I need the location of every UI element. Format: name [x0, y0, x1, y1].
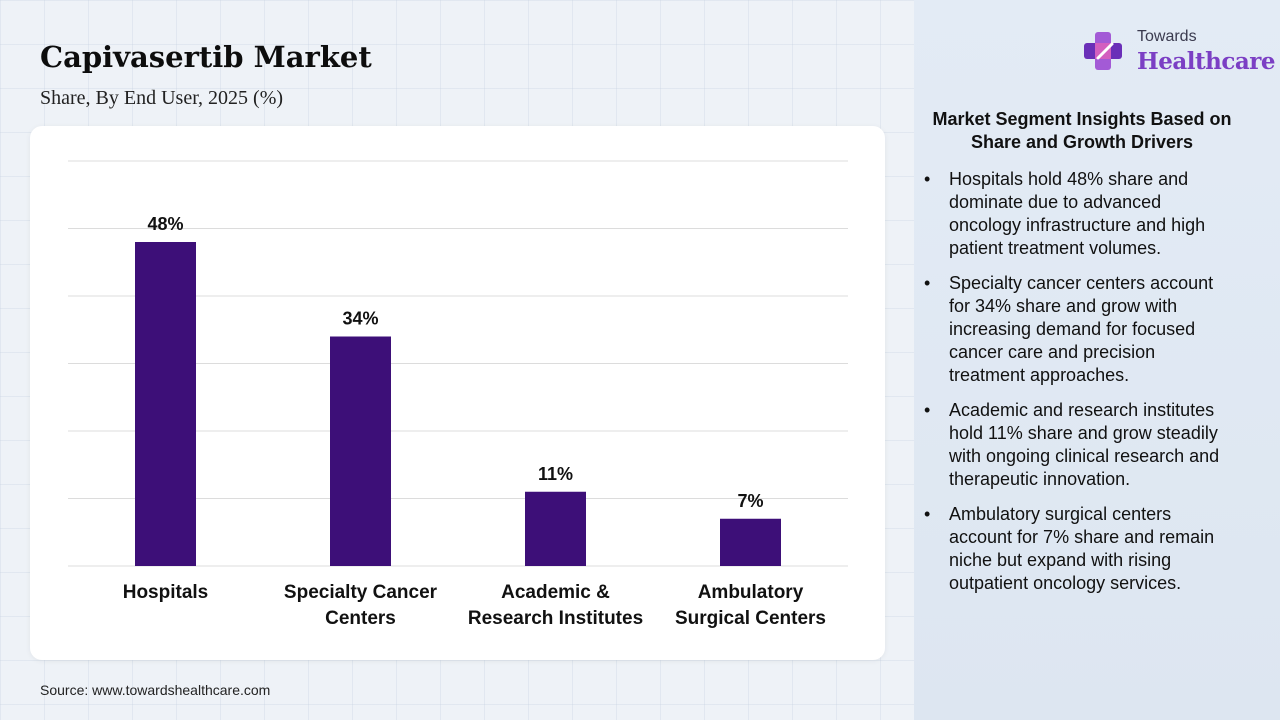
bullet: •	[924, 504, 931, 524]
x-tick-label: Hospitals	[123, 582, 209, 603]
chart-subtitle: Share, By End User, 2025 (%)	[40, 87, 284, 109]
data-label: 7%	[737, 491, 763, 511]
source-note: Source: www.towardshealthcare.com	[40, 682, 271, 698]
medical-cross-icon	[1084, 32, 1122, 70]
brand-logo[interactable]: Towards Healthcare	[1048, 28, 1276, 78]
bar[interactable]	[525, 491, 586, 566]
insight-text: Specialty cancer centers account for 34%…	[949, 273, 1214, 385]
bullet: •	[924, 400, 931, 420]
bullet: •	[924, 273, 931, 293]
insights-list: • Hospitals hold 48% share and dominate d…	[924, 168, 1234, 607]
x-tick-label: Academic & Research Institutes	[468, 582, 643, 629]
data-label: 11%	[538, 464, 573, 484]
logo-text-healthcare: Healthcare	[1137, 48, 1276, 75]
data-label: 48%	[147, 214, 183, 234]
x-tick-label: Specialty Cancer Centers	[284, 582, 438, 629]
chart-card: 48% Hospitals 34% Specialty Cancer Centers 11…	[30, 126, 885, 660]
insight-text: Hospitals hold 48% share and dominate du…	[949, 169, 1206, 258]
bar[interactable]	[330, 336, 391, 567]
logo-text-towards: Towards	[1137, 28, 1197, 45]
x-tick-label: Ambulatory Surgical Centers	[675, 582, 826, 629]
data-label: 34%	[342, 309, 378, 329]
insight-item: • Ambulatory surgical centers account for…	[924, 503, 1234, 595]
insight-item: • Specialty cancer centers account for 34…	[924, 272, 1234, 387]
insight-text: Ambulatory surgical centers account for …	[949, 504, 1215, 593]
chart-title: Capivasertib Market	[40, 40, 372, 74]
insights-panel: Towards Healthcare Market Segment Insigh…	[914, 0, 1280, 720]
bar[interactable]	[720, 518, 781, 566]
insight-item: • Hospitals hold 48% share and dominate d…	[924, 168, 1234, 260]
bar-chart: 48% Hospitals 34% Specialty Cancer Centers 11…	[68, 160, 848, 629]
bar[interactable]	[135, 242, 196, 566]
insights-title: Market Segment Insights Based on Share a…	[932, 109, 1232, 152]
insight-text: Academic and research institutes hold 11…	[949, 400, 1220, 489]
bullet: •	[924, 169, 931, 189]
insight-item: • Academic and research institutes hold 1…	[924, 399, 1234, 491]
